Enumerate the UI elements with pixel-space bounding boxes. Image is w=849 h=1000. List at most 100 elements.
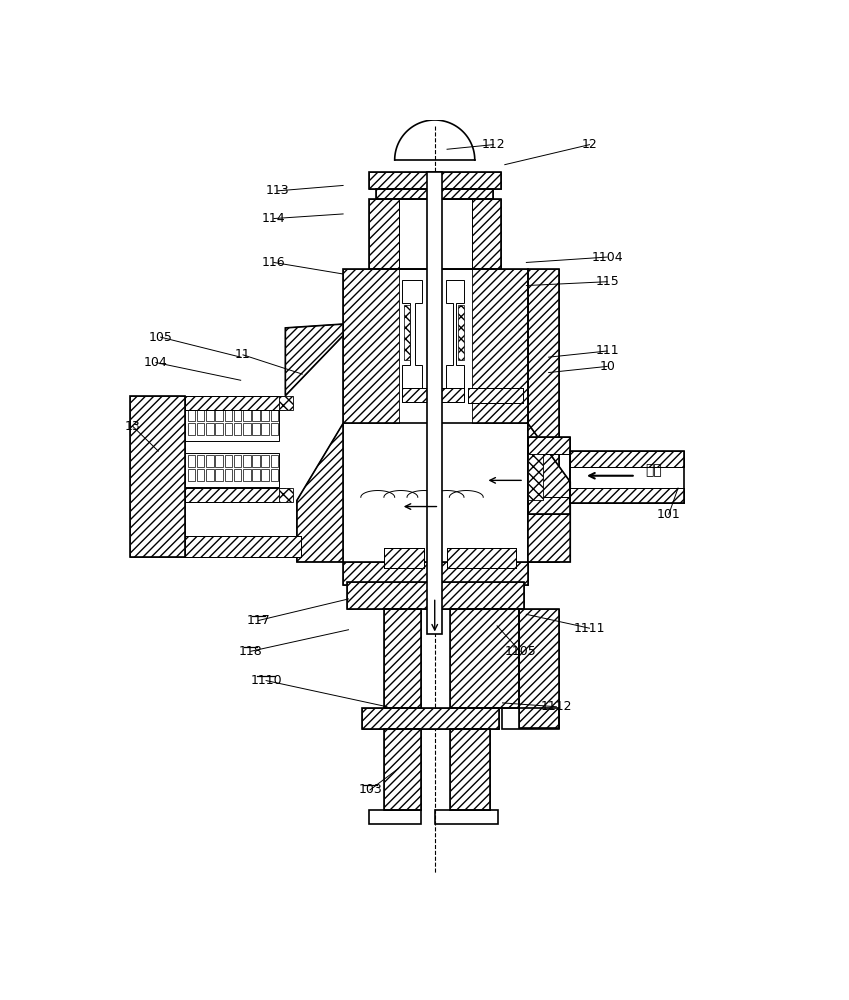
Bar xyxy=(271,423,278,435)
Bar xyxy=(216,455,223,467)
Bar xyxy=(520,609,559,728)
Polygon shape xyxy=(402,280,423,388)
Bar xyxy=(197,469,205,481)
Bar xyxy=(216,423,223,435)
Bar xyxy=(528,269,559,562)
Polygon shape xyxy=(285,324,343,396)
Bar xyxy=(384,729,421,810)
Bar xyxy=(528,454,543,500)
Bar xyxy=(243,423,250,435)
Bar xyxy=(243,469,250,481)
Bar xyxy=(528,497,571,514)
Bar xyxy=(224,455,233,467)
Bar xyxy=(368,172,501,189)
Bar xyxy=(206,455,214,467)
Text: 118: 118 xyxy=(239,645,262,658)
Text: 105: 105 xyxy=(149,331,172,344)
Bar xyxy=(252,409,260,421)
Bar xyxy=(427,172,442,634)
Bar xyxy=(450,609,520,708)
Bar xyxy=(468,388,523,403)
Bar xyxy=(279,488,293,502)
Bar xyxy=(571,488,684,503)
Bar xyxy=(271,409,278,421)
Bar xyxy=(384,609,421,708)
Text: 104: 104 xyxy=(144,356,168,369)
Bar xyxy=(261,423,269,435)
Bar xyxy=(368,172,501,189)
Bar xyxy=(130,396,185,557)
Polygon shape xyxy=(446,280,464,388)
Text: 116: 116 xyxy=(262,256,285,269)
Bar xyxy=(472,199,501,269)
Text: 12: 12 xyxy=(582,138,598,151)
Bar xyxy=(520,609,559,728)
Bar xyxy=(528,437,571,454)
Bar xyxy=(528,269,559,562)
Bar xyxy=(185,453,279,487)
Bar xyxy=(450,609,520,708)
Bar xyxy=(435,810,498,824)
Bar xyxy=(402,388,464,402)
Text: 1112: 1112 xyxy=(541,700,572,713)
Polygon shape xyxy=(297,423,343,562)
Text: 117: 117 xyxy=(246,614,270,627)
Text: 进水: 进水 xyxy=(645,463,661,477)
Text: 112: 112 xyxy=(481,138,505,151)
Bar xyxy=(224,409,233,421)
Bar xyxy=(363,708,499,729)
Bar xyxy=(243,455,250,467)
Bar xyxy=(384,609,421,708)
Bar xyxy=(368,199,399,269)
Polygon shape xyxy=(528,423,571,562)
Bar xyxy=(185,536,301,557)
Bar xyxy=(216,469,223,481)
Text: 111: 111 xyxy=(595,344,619,358)
Bar xyxy=(185,488,285,502)
Bar xyxy=(243,409,250,421)
Bar xyxy=(261,469,269,481)
Bar xyxy=(197,409,205,421)
Bar xyxy=(233,423,241,435)
Bar xyxy=(376,189,493,199)
Bar xyxy=(188,423,195,435)
Bar xyxy=(571,451,684,466)
Bar xyxy=(571,451,684,466)
Bar xyxy=(206,423,214,435)
Bar xyxy=(271,469,278,481)
Text: 1111: 1111 xyxy=(574,622,605,635)
Bar xyxy=(185,396,285,410)
Bar xyxy=(347,582,524,609)
Bar xyxy=(224,423,233,435)
Text: 1105: 1105 xyxy=(504,645,536,658)
Bar xyxy=(528,437,571,514)
Bar xyxy=(468,388,523,403)
Bar xyxy=(261,409,269,421)
Bar xyxy=(363,708,499,729)
Bar xyxy=(528,437,571,454)
Bar xyxy=(224,469,233,481)
Bar xyxy=(185,396,285,410)
Bar xyxy=(252,423,260,435)
Bar xyxy=(261,455,269,467)
Bar xyxy=(343,562,528,585)
Bar xyxy=(343,269,528,423)
Bar xyxy=(503,708,559,729)
Bar xyxy=(252,469,260,481)
Text: 115: 115 xyxy=(595,275,619,288)
Bar xyxy=(188,409,195,421)
Bar xyxy=(197,423,205,435)
Bar xyxy=(343,562,528,585)
Bar xyxy=(130,396,185,557)
Bar xyxy=(368,199,501,269)
Bar xyxy=(528,497,571,514)
Bar xyxy=(450,729,490,810)
Bar xyxy=(450,729,490,810)
Bar xyxy=(185,488,285,502)
Text: 13: 13 xyxy=(125,420,141,433)
Text: 113: 113 xyxy=(266,184,290,197)
Bar xyxy=(376,189,493,199)
Bar xyxy=(252,455,260,467)
Bar xyxy=(571,451,684,503)
Bar xyxy=(384,729,421,810)
